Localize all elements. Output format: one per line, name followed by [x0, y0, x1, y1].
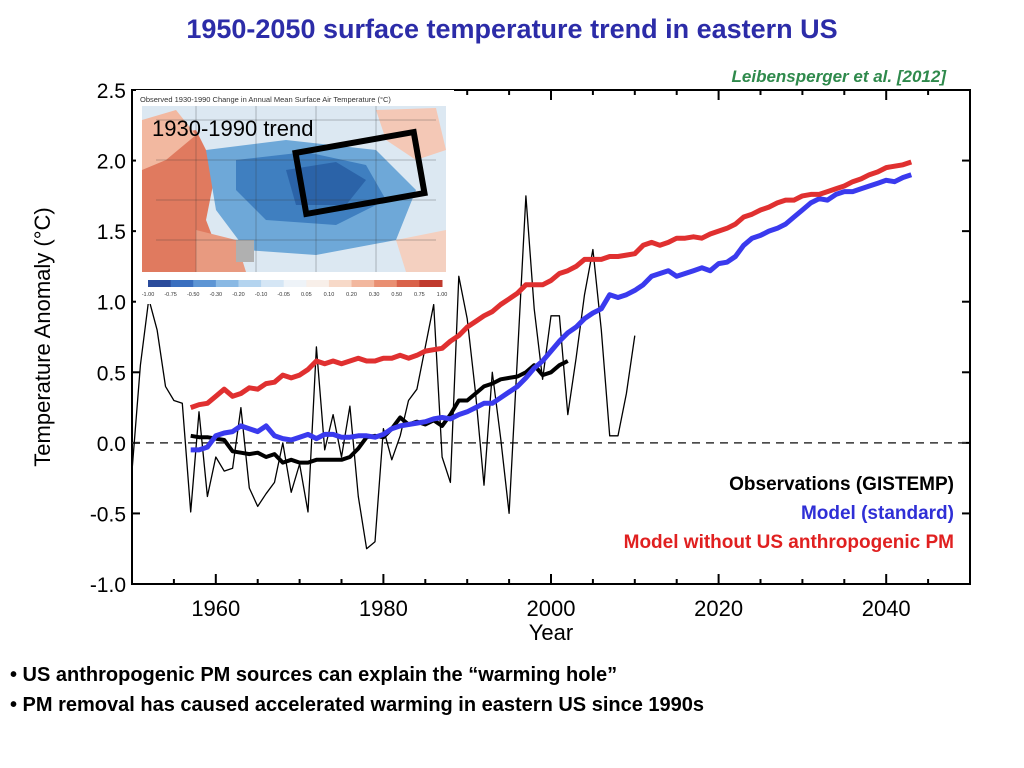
legend-model-standard: Model (standard): [800, 503, 954, 524]
colorbar-tick-label: 0.10: [324, 292, 335, 298]
legend: Observations (GISTEMP) Model (standard) …: [624, 470, 954, 557]
x-tick-label: 2000: [527, 596, 576, 621]
axes: -1.0 -0.5 0.0 0.5 1.0 1.5 2.0 2.5 1960 1980 2000 20…: [30, 80, 971, 645]
colorbar-tick-label: -0.10: [255, 292, 268, 298]
colorbar-tick-label: 0.20: [346, 292, 357, 298]
y-tick-label: -1.0: [90, 574, 126, 597]
colorbar-swatch: [148, 280, 172, 287]
colorbar-swatch: [261, 280, 285, 287]
inset-label: 1930-1990 trend: [152, 116, 313, 141]
bullet-item: • PM removal has caused accelerated warm…: [10, 694, 705, 716]
colorbar-swatch: [396, 280, 420, 287]
legend-observations: Observations (GISTEMP): [729, 474, 954, 495]
y-tick-label: 1.5: [97, 221, 126, 244]
colorbar-tick-label: -0.20: [232, 292, 245, 298]
colorbar-tick-label: 1.00: [437, 292, 448, 298]
y-tick-label: 2.5: [97, 80, 126, 103]
colorbar-swatch: [283, 280, 307, 287]
y-tick-label: 0.0: [97, 433, 126, 456]
colorbar-tick-label: -0.30: [210, 292, 223, 298]
inset-header: Observed 1930-1990 Change in Annual Mean…: [140, 95, 391, 104]
y-tick-label: 2.0: [97, 151, 126, 174]
colorbar-tick-label: -0.75: [164, 292, 177, 298]
series-line-model-without-us-anthropogenic-pm: [189, 159, 913, 410]
x-axis-label: Year: [529, 620, 573, 645]
series-line-observations-gistemp: [131, 195, 636, 550]
colorbar-tick-label: 0.05: [301, 292, 312, 298]
x-tick-label: 1980: [359, 596, 408, 621]
bullet-item: • US anthropogenic PM sources can explai…: [10, 664, 618, 686]
colorbar-swatch: [193, 280, 217, 287]
y-axis-label: Temperature Anomaly (°C): [30, 207, 55, 466]
colorbar-tick-label: 0.30: [369, 292, 380, 298]
y-tick-label: -0.5: [90, 503, 126, 526]
legend-model-no-pm: Model without US anthropogenic PM: [623, 532, 954, 553]
series-line-model-standard: [190, 172, 913, 453]
colorbar-swatch: [215, 280, 239, 287]
colorbar-tick-label: -1.00: [142, 292, 155, 298]
colorbar-swatch: [238, 280, 262, 287]
colorbar-tick-label: 0.50: [391, 292, 402, 298]
y-tick-label: 0.5: [97, 362, 126, 385]
colorbar-swatch: [306, 280, 330, 287]
colorbar-swatch: [170, 280, 194, 287]
bullet-list: • US anthropogenic PM sources can explai…: [10, 660, 704, 720]
x-tick-label: 1960: [191, 596, 240, 621]
colorbar-tick-label: -0.05: [277, 292, 290, 298]
inset-map: Observed 1930-1990 Change in Annual Mean…: [136, 90, 454, 304]
x-tick-label: 2020: [694, 596, 743, 621]
eastern-us-box: [292, 128, 428, 218]
inset-colorbar: -1.00 -0.75 -0.50 -0.30 -0.20 -0.10 -0.05 0.05 0…: [142, 280, 448, 298]
colorbar-tick-label: -0.50: [187, 292, 200, 298]
colorbar-tick-label: 0.75: [414, 292, 425, 298]
series-line-observations-smoothed: [190, 359, 569, 465]
x-tick-label: 2040: [862, 596, 911, 621]
inset-temperature-field: [142, 106, 446, 272]
y-tick-label: 1.0: [97, 292, 126, 315]
citation: Leibensperger et al. [2012]: [731, 67, 946, 86]
colorbar-swatch: [374, 280, 398, 287]
colorbar-swatch: [419, 280, 443, 287]
colorbar-swatch: [351, 280, 375, 287]
page-title: 1950-2050 surface temperature trend in e…: [186, 14, 838, 44]
colorbar-swatch: [328, 280, 353, 287]
series-layer: [131, 159, 913, 550]
